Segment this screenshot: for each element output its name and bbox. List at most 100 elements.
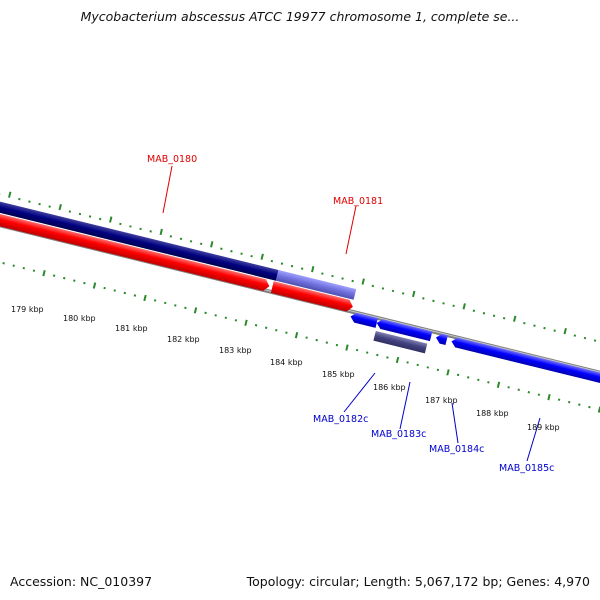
gene-arrow-mab-0180[interactable]	[0, 211, 271, 292]
gene-label-mab-0182c[interactable]: MAB_0182c	[313, 414, 368, 425]
inner-tick-minor	[184, 306, 187, 310]
outer-tick-major	[260, 253, 264, 260]
outer-tick-minor	[68, 210, 72, 213]
inner-tick-minor	[406, 361, 409, 364]
outer-tick-minor	[482, 312, 486, 315]
gene-arrow-mab-0184c[interactable]	[435, 333, 448, 345]
inner-tick-minor	[466, 376, 470, 379]
kbp-label-189: 189 kbp	[527, 423, 560, 432]
inner-tick-minor	[234, 319, 238, 322]
outer-tick-minor	[391, 289, 395, 293]
outer-tick-minor	[129, 225, 132, 228]
inner-tick-minor	[52, 274, 56, 277]
inner-tick-minor	[557, 398, 561, 401]
outer-tick-minor	[189, 240, 193, 243]
kbp-label-188: 188 kbp	[476, 409, 509, 418]
leader-mab-0183c	[399, 381, 411, 430]
inner-tick-minor	[537, 393, 541, 396]
inner-tick-minor	[174, 304, 177, 307]
gene-label-mab-0184c[interactable]: MAB_0184c	[429, 444, 484, 455]
outer-tick-major	[513, 315, 517, 322]
inner-tick-minor	[426, 366, 430, 369]
gene-arrow-mab-0183c[interactable]	[376, 318, 433, 342]
kbp-label-186: 186 kbp	[373, 383, 406, 392]
outer-tick-minor	[98, 217, 102, 221]
inner-tick-minor	[436, 368, 440, 372]
kbp-label-187: 187 kbp	[425, 396, 458, 405]
outer-tick-minor	[401, 292, 405, 295]
outer-tick-major	[58, 203, 62, 211]
gene-label-mab-0183c[interactable]: MAB_0183c	[371, 429, 426, 440]
outer-tick-minor	[240, 252, 243, 255]
outer-tick-minor	[78, 212, 82, 216]
inner-tick-minor	[12, 264, 15, 267]
kbp-label-184: 184 kbp	[270, 358, 303, 367]
outer-tick-major	[109, 216, 113, 223]
outer-tick-major	[8, 191, 12, 198]
inner-tick-minor	[83, 281, 86, 285]
inner-tick-minor	[22, 266, 26, 270]
cds-bar-mab-0180[interactable]	[0, 199, 279, 281]
genome-summary: Topology: circular; Length: 5,067,172 bp…	[246, 574, 590, 589]
outer-tick-minor	[38, 202, 41, 206]
outer-tick-minor	[220, 247, 223, 250]
outer-tick-major	[412, 290, 416, 298]
gene-arrow-mab-0181[interactable]	[270, 281, 354, 312]
outer-tick-minor	[290, 264, 294, 268]
gene-label-mab-0180[interactable]: MAB_0180	[147, 154, 197, 165]
inner-tick-minor	[477, 378, 480, 382]
gene-label-mab-0185c[interactable]: MAB_0185c	[499, 463, 554, 474]
inner-tick-major	[193, 307, 198, 314]
outer-tick-minor	[169, 235, 173, 238]
inner-tick-major	[294, 332, 299, 339]
inner-tick-minor	[133, 294, 137, 297]
inner-tick-major	[547, 394, 551, 401]
gene-arrow-mab-0185c[interactable]	[450, 336, 600, 409]
outer-tick-minor	[199, 242, 203, 246]
kbp-label-179: 179 kbp	[11, 305, 44, 314]
outer-tick-minor	[341, 277, 344, 280]
map-title: Mycobacterium abscessus ATCC 19977 chrom…	[80, 9, 520, 24]
inner-tick-minor	[123, 291, 127, 295]
inner-tick-minor	[386, 356, 389, 359]
inner-tick-minor	[224, 316, 228, 320]
outer-tick-minor	[533, 324, 536, 327]
outer-tick-minor	[250, 254, 253, 258]
outer-tick-minor	[270, 259, 274, 263]
outer-tick-minor	[553, 329, 556, 332]
outer-tick-major	[563, 328, 567, 335]
outer-tick-minor	[371, 284, 375, 288]
inner-tick-minor	[416, 363, 419, 367]
inner-tick-minor	[507, 386, 510, 389]
cds-bar-mab-0181[interactable]	[275, 270, 357, 300]
leader-mab-0180	[162, 165, 173, 214]
outer-tick-minor	[543, 326, 546, 330]
outer-tick-minor	[432, 299, 435, 303]
cds-bar-mab-0183c[interactable]	[373, 330, 428, 354]
inner-tick-minor	[113, 289, 116, 292]
gene-label-mab-0181[interactable]: MAB_0181	[333, 196, 383, 207]
inner-tick-minor	[264, 326, 268, 329]
inner-tick-minor	[254, 324, 258, 327]
outer-tick-minor	[18, 197, 21, 201]
outer-tick-major	[462, 303, 466, 310]
leader-mab-0182c	[343, 372, 376, 413]
outer-tick-major	[210, 241, 214, 248]
outer-tick-minor	[351, 279, 354, 283]
outer-tick-minor	[573, 334, 577, 337]
inner-tick-minor	[63, 276, 66, 280]
inner-tick-major	[92, 282, 97, 289]
inner-tick-major	[345, 344, 349, 351]
inner-tick-minor	[527, 391, 531, 394]
inner-tick-minor	[73, 279, 76, 282]
outer-tick-minor	[583, 336, 587, 340]
inner-tick-minor	[355, 348, 359, 352]
outer-tick-minor	[593, 339, 597, 342]
outer-tick-minor	[179, 237, 183, 241]
outer-tick-minor	[492, 314, 496, 317]
inner-tick-minor	[285, 331, 288, 334]
inner-tick-major	[143, 294, 147, 302]
accession-label: Accession: NC_010397	[10, 574, 153, 589]
gene-arrow-mab-0182c[interactable]	[349, 312, 378, 328]
